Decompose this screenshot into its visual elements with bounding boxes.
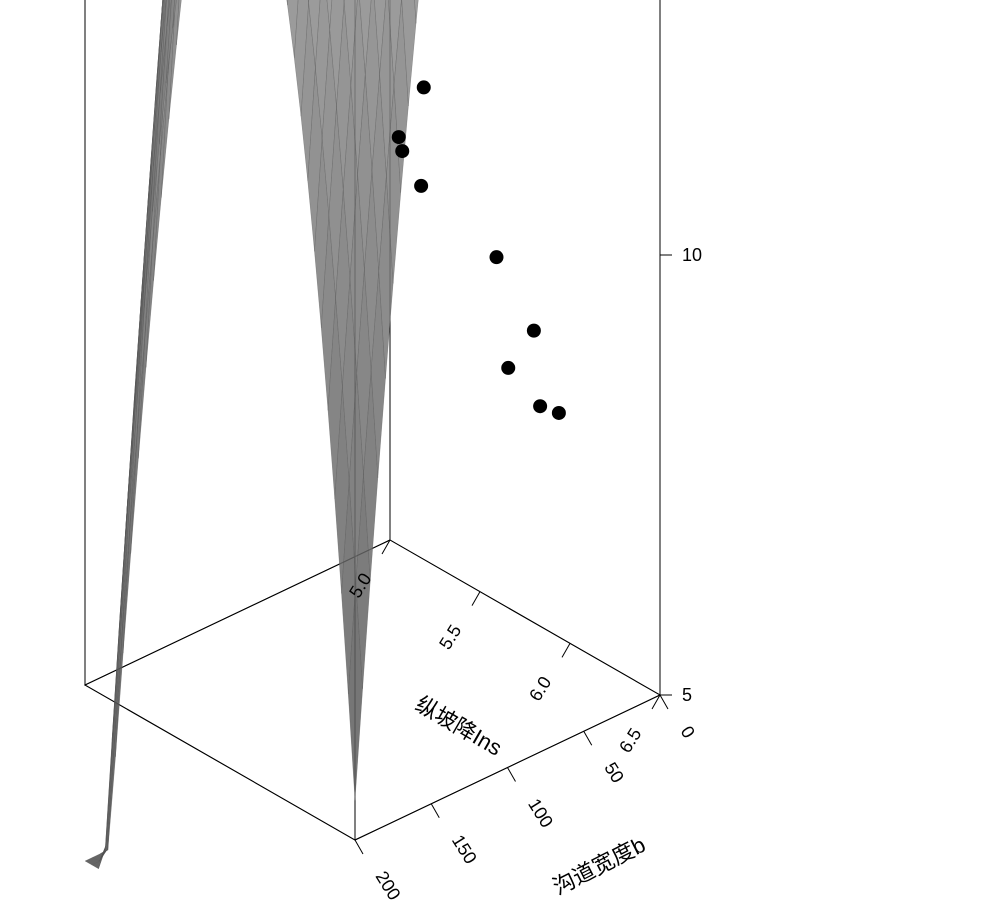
scatter-dot	[533, 399, 547, 413]
z-tick-label: 5	[682, 685, 692, 705]
x-tick-label: 5.5	[435, 621, 465, 653]
x-tick-label: 6.5	[615, 725, 645, 757]
y-tick-label: 200	[372, 868, 405, 904]
x-tick-label: 6.0	[525, 673, 555, 705]
y-tick-label: 100	[524, 795, 557, 831]
scatter-dot	[392, 130, 406, 144]
scatter-dot	[395, 144, 409, 158]
scatter-dot	[490, 250, 504, 264]
x-axis-label: 纵坡降Ins	[411, 691, 506, 760]
z-tick-label: 10	[682, 245, 702, 265]
scatter-dot	[501, 361, 515, 375]
y-tick-label: 50	[600, 759, 628, 787]
y-tick-label: 0	[677, 723, 699, 742]
surface-chart: 5.05.56.06.5纵坡降Ins050100150200沟道宽度b51015…	[0, 0, 1000, 919]
scatter-dot	[417, 80, 431, 94]
scatter-dot	[414, 179, 428, 193]
scatter-dot	[527, 324, 541, 338]
scatter-dot	[552, 406, 566, 420]
axes: 5.05.56.06.5纵坡降Ins050100150200沟道宽度b51015…	[345, 0, 765, 904]
surface	[85, 0, 660, 869]
y-axis-label: 沟道宽度b	[549, 832, 650, 900]
y-tick-label: 150	[448, 831, 481, 867]
